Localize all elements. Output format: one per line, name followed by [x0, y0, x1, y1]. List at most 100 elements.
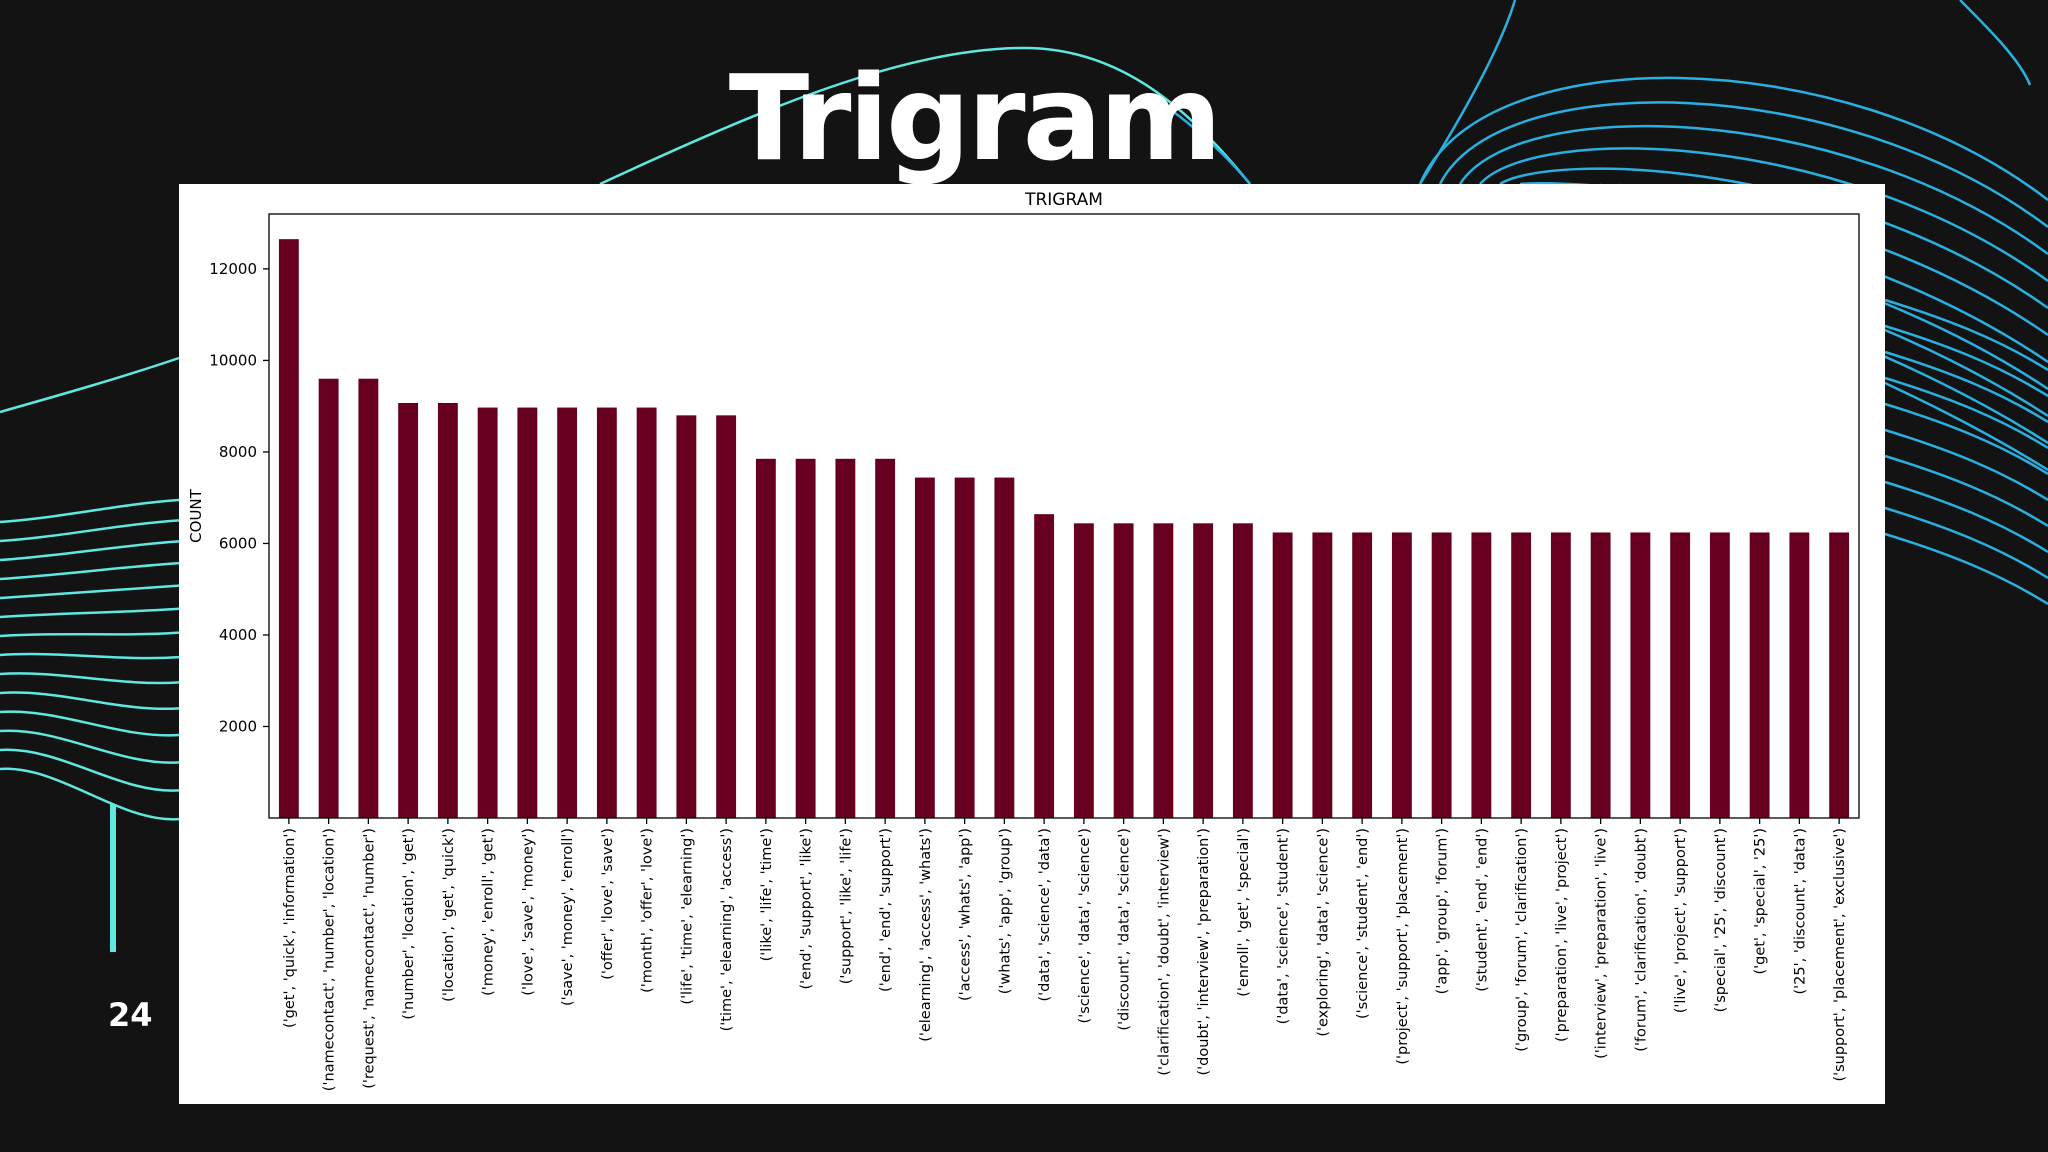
x-tick-label: ('forum', 'clarification', 'doubt') — [1633, 828, 1649, 1052]
chart-bar — [557, 407, 578, 818]
x-tick-label: ('doubt', 'interview', 'preparation') — [1196, 828, 1212, 1075]
x-tick-label: ('offer', 'love', 'save') — [600, 828, 616, 980]
x-tick-label: ('location', 'get', 'quick') — [441, 828, 457, 1002]
x-tick-label: ('month', 'offer', 'love') — [640, 828, 656, 993]
x-tick-label: ('get', 'special', '25') — [1753, 828, 1769, 975]
chart-bar — [1272, 532, 1293, 818]
chart-bar — [1670, 532, 1691, 818]
x-tick-label: ('support', 'placement', 'exclusive') — [1832, 828, 1848, 1082]
x-tick-label: ('live', 'project', 'support') — [1673, 828, 1689, 1013]
x-tick-label: ('exploring', 'data', 'science') — [1315, 828, 1331, 1037]
x-tick-label: ('enroll', 'get', 'special') — [1236, 828, 1252, 997]
chart-bar — [1829, 532, 1850, 818]
plot-frame — [268, 213, 1860, 819]
chart-bar — [1391, 532, 1412, 818]
slide-number: 24 — [108, 996, 153, 1034]
wave-line — [0, 729, 180, 764]
wave-line — [599, 46, 1251, 186]
wave-line — [1959, 0, 2032, 86]
wave-line — [0, 652, 180, 660]
chart-bar — [1511, 532, 1532, 818]
chart-bar — [318, 378, 339, 818]
wave-line — [0, 710, 180, 737]
x-tick-label: ('clarification', 'doubt', 'interview') — [1156, 828, 1172, 1076]
chart-bar — [358, 378, 379, 818]
wave-line — [1499, 167, 2048, 310]
wave-line — [1159, 100, 1251, 185]
x-tick-label: ('app', 'group', 'forum') — [1435, 828, 1451, 994]
x-tick-label: ('life', 'time', 'elearning') — [679, 828, 695, 1005]
wave-line — [1884, 506, 2048, 580]
chart-bar — [1034, 514, 1055, 818]
chart-bar — [1312, 532, 1333, 818]
x-tick-label: ('money', 'enroll', 'get') — [481, 828, 497, 996]
wave-line — [0, 631, 180, 638]
x-tick-label: ('student', 'end', 'end') — [1474, 828, 1490, 992]
x-tick-label: ('save', 'money', 'enroll') — [560, 828, 576, 1006]
wave-line — [1884, 428, 2048, 502]
accent-bar — [110, 804, 116, 952]
x-tick-label: ('25', 'discount', 'data') — [1792, 828, 1808, 994]
chart-bar — [1630, 532, 1651, 818]
x-tick-label: ('group', 'forum', 'clarification') — [1514, 828, 1530, 1052]
x-tick-label: ('elearning', 'access', 'whats') — [918, 828, 934, 1042]
chart-bar — [398, 402, 419, 818]
chart-bar — [954, 477, 975, 818]
wave-line — [1418, 0, 1517, 185]
x-tick-label: ('project', 'support', 'placement') — [1395, 828, 1411, 1065]
y-tick-label: 4000 — [219, 626, 257, 644]
chart-bar — [1113, 523, 1134, 818]
wave-line — [1884, 324, 2048, 398]
x-tick-label: ('science', 'data', 'science') — [1077, 828, 1093, 1023]
chart-bar — [1073, 523, 1094, 818]
wave-line — [0, 540, 180, 562]
chart-bar — [1431, 532, 1452, 818]
wave-line — [0, 498, 180, 524]
wave-line — [1438, 101, 2048, 228]
chart-bar — [477, 407, 498, 818]
chart-bar — [676, 415, 697, 818]
y-tick-label: 2000 — [219, 717, 257, 735]
chart-bar — [795, 458, 816, 818]
wave-line — [0, 584, 180, 600]
x-tick-label: ('time', 'elearning', 'access') — [719, 828, 735, 1031]
chart-bar — [437, 402, 458, 818]
y-tick-label: 12000 — [209, 260, 257, 278]
chart-panel: 2000 4000 6000 8000 10000 12000 ('get', 'quick… — [179, 184, 1885, 1104]
wave-line — [0, 748, 180, 792]
chart-bar — [1789, 532, 1810, 818]
wave-line — [1418, 76, 2048, 201]
wave-line — [0, 561, 180, 581]
chart-bar — [716, 415, 737, 818]
chart-bar — [1590, 532, 1611, 818]
chart-bar — [1193, 523, 1214, 818]
x-tick-label: ('support', 'like', 'life') — [838, 828, 854, 984]
y-tick-label: 8000 — [219, 443, 257, 461]
chart-bar — [914, 477, 935, 818]
wave-line — [1884, 298, 2048, 372]
chart-bar — [835, 458, 856, 818]
wave-line — [1884, 532, 2048, 606]
x-tick-label: ('whats', 'app', 'group') — [997, 828, 1013, 994]
chart-bar — [1232, 523, 1253, 818]
x-tick-label: ('science', 'student', 'end') — [1355, 828, 1371, 1019]
wave-line — [1458, 124, 2048, 256]
wave-line — [1884, 402, 2048, 476]
wave-line — [0, 691, 180, 711]
x-tick-label: ('number', 'location', 'get') — [401, 828, 417, 1020]
x-tick-label: ('like', 'life', 'time') — [759, 828, 775, 961]
x-tick-label: ('preparation', 'live', 'project') — [1554, 828, 1570, 1042]
x-tick-label: ('access', 'whats', 'app') — [958, 828, 974, 1001]
chart-bar — [994, 477, 1015, 818]
x-tick-label: ('request', 'namecontact', 'number') — [361, 828, 377, 1089]
y-axis-label: COUNT — [187, 488, 205, 542]
wave-line — [1884, 350, 2048, 424]
chart-title: TRIGRAM — [1024, 190, 1103, 210]
chart-bar — [636, 407, 657, 818]
wave-line — [0, 767, 180, 821]
wave-line — [0, 672, 180, 685]
wave-line — [1479, 147, 2048, 283]
x-tick-label: ('namecontact', 'number', 'location') — [322, 828, 338, 1091]
x-tick-label: ('love', 'save', 'money') — [520, 828, 536, 996]
wave-line — [1884, 480, 2048, 554]
